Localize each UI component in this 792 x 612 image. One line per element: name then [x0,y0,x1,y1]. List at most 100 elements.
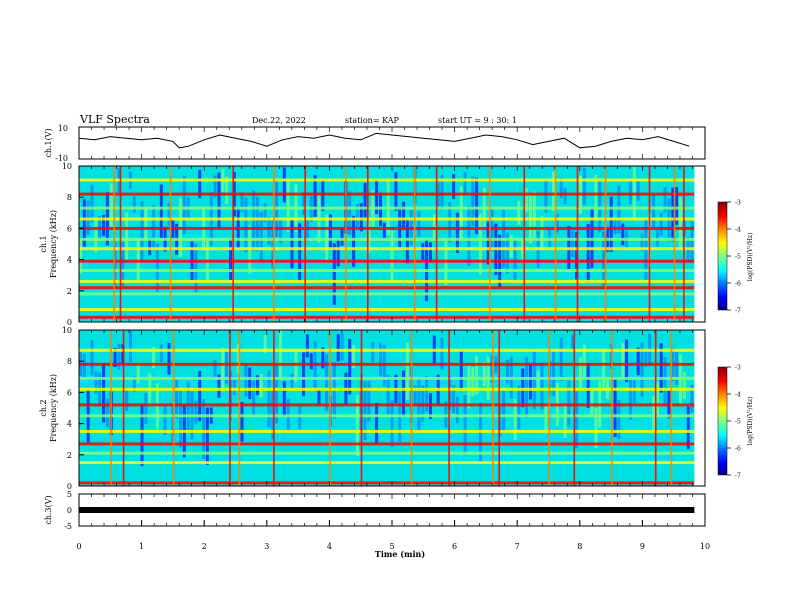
spectrogram-texture-cell [413,385,417,407]
ch1-spectrogram-ylabel-channel: ch.1 [39,235,48,252]
spectrogram-empty-region [694,330,705,486]
spectrogram-spike [172,330,175,486]
spectrogram-band [79,237,695,241]
spectrogram-texture-cell [613,218,617,235]
spectrogram-texture-cell [359,203,363,232]
spectrogram-texture-cell [640,342,644,397]
spectrogram-texture-cell [532,351,536,410]
ch3-ytick-label: -5 [64,522,72,531]
spectrogram-texture-cell [329,214,332,248]
spectrogram-texture-cell [467,205,471,266]
spectrogram-texture-cell [240,192,244,212]
spectrogram-texture-cell [679,197,682,249]
spectrogram-texture-cell [213,175,217,198]
spectrogram-texture-cell [363,381,367,441]
spectrogram-texture-cell [486,221,490,265]
spectrogram-texture-cell [252,380,256,416]
spectrogram-texture-cell [263,203,267,223]
spectrogram-spike [122,330,125,486]
spectrogram-texture-cell [240,402,244,442]
spectrogram-texture-cell [390,230,394,282]
x-axis-tick-label: 0 [76,542,81,551]
spectrogram-texture-cell [502,390,506,433]
spectrogram-texture-cell [467,365,471,409]
colorbar-tick-label: -6 [735,446,741,453]
spectrogram-texture-cell [636,347,640,376]
spectrogram-texture-cell [529,363,532,400]
spectrogram-spike [573,330,576,486]
spectrogram-texture-cell [179,389,182,448]
spectrogram-texture-cell [175,378,179,419]
spectrogram-texture-cell [313,175,317,217]
spectrogram-texture-cell [313,341,317,391]
spectrogram-spike [435,166,438,322]
ch3-panel: 5 0 -5 ch.3(V) [44,490,706,531]
spectrogram-texture-cell [129,330,132,363]
ch2-spectrogram-marks [79,330,705,486]
spectrogram-texture-cell [325,354,329,411]
spectrogram-texture-cell [444,241,448,285]
x-axis-tick-label: 3 [264,542,269,551]
spectrogram-texture-cell [552,351,556,397]
x-axis-tick-label: 10 [700,542,710,551]
ch2-colorbar: -3 -4 -5 -6 -7 log(PSD)(V²/Hz) [717,365,754,480]
spectrogram-texture-cell [225,350,229,384]
spectrogram-ytick-label: 0 [67,318,72,327]
spectrogram-texture-cell [405,342,409,400]
spectrogram-texture-cell [294,349,298,383]
spectrogram-texture-cell [248,367,252,400]
spectrogram-band [79,376,695,380]
ch2-spectrogram-ylabel-frequency: Frequency (kHz) [49,374,58,442]
spectrogram-spike [489,166,491,322]
spectrogram-texture-cell [144,393,148,424]
spectrogram-spike [238,330,241,486]
spectrogram-texture-cell [255,375,259,395]
spectrogram-texture-cell [198,370,202,422]
spectrogram-texture-cell [525,188,529,212]
spectrogram-texture-cell [644,348,648,367]
spectrogram-texture-cell [532,191,536,238]
spectrogram-spike [673,166,676,322]
spectrogram-texture-cell [367,218,371,253]
spectrogram-texture-cell [275,364,279,424]
ch3-ytick-label: 0 [67,506,72,515]
spectrogram-texture-cell [690,384,694,413]
spectrogram-texture-cell [355,203,359,228]
spectrogram-texture-cell [582,167,586,205]
spectrogram-texture-cell [167,202,171,226]
spectrogram-texture-cell [459,186,463,241]
spectrogram-texture-cell [471,176,475,226]
ch2-colorbar-ticks: -3 -4 -5 -6 -7 [727,365,741,480]
spectrogram-band [79,414,695,418]
spectrogram-texture-cell [659,213,663,236]
x-axis-ticks [78,127,706,526]
spectrogram-texture-cell [259,374,263,398]
spectrogram-band [79,348,695,352]
ch2-spectrogram-ylabel-channel: ch.2 [39,399,48,416]
spectrogram-spike [604,166,607,322]
spectrogram-texture-cell [652,193,656,227]
spectrogram-texture-cell [352,215,356,267]
spectrogram-texture-cell [317,388,321,405]
spectrogram-texture-cell [271,219,275,270]
x-axis-tick-label: 2 [202,542,207,551]
ch3-yticks: 5 0 -5 [64,490,84,531]
spectrogram-band [79,292,695,296]
spectrogram-texture-cell [640,233,644,252]
spectrogram-spike [648,166,651,322]
spectrogram-texture-cell [167,343,171,375]
spectrogram-texture-cell [455,396,459,424]
spectrogram-texture-cell [336,334,340,362]
spectrogram-texture-cell [379,343,382,377]
spectrogram-texture-cell [544,181,548,213]
spectrogram-texture-cell [352,345,356,369]
colorbar-tick-label: -6 [735,281,741,288]
ch2-spectrogram-yticks: 0 2 4 6 8 10 [62,326,84,491]
spectrogram-texture-cell [171,403,175,442]
spectrogram-texture-cell [267,216,271,245]
spectrogram-spike [448,330,450,486]
spectrogram-texture-cell [552,171,556,211]
spectrogram-texture-cell [155,243,159,292]
spectrogram-texture-cell [663,357,667,405]
spectrogram-spike [273,330,275,486]
